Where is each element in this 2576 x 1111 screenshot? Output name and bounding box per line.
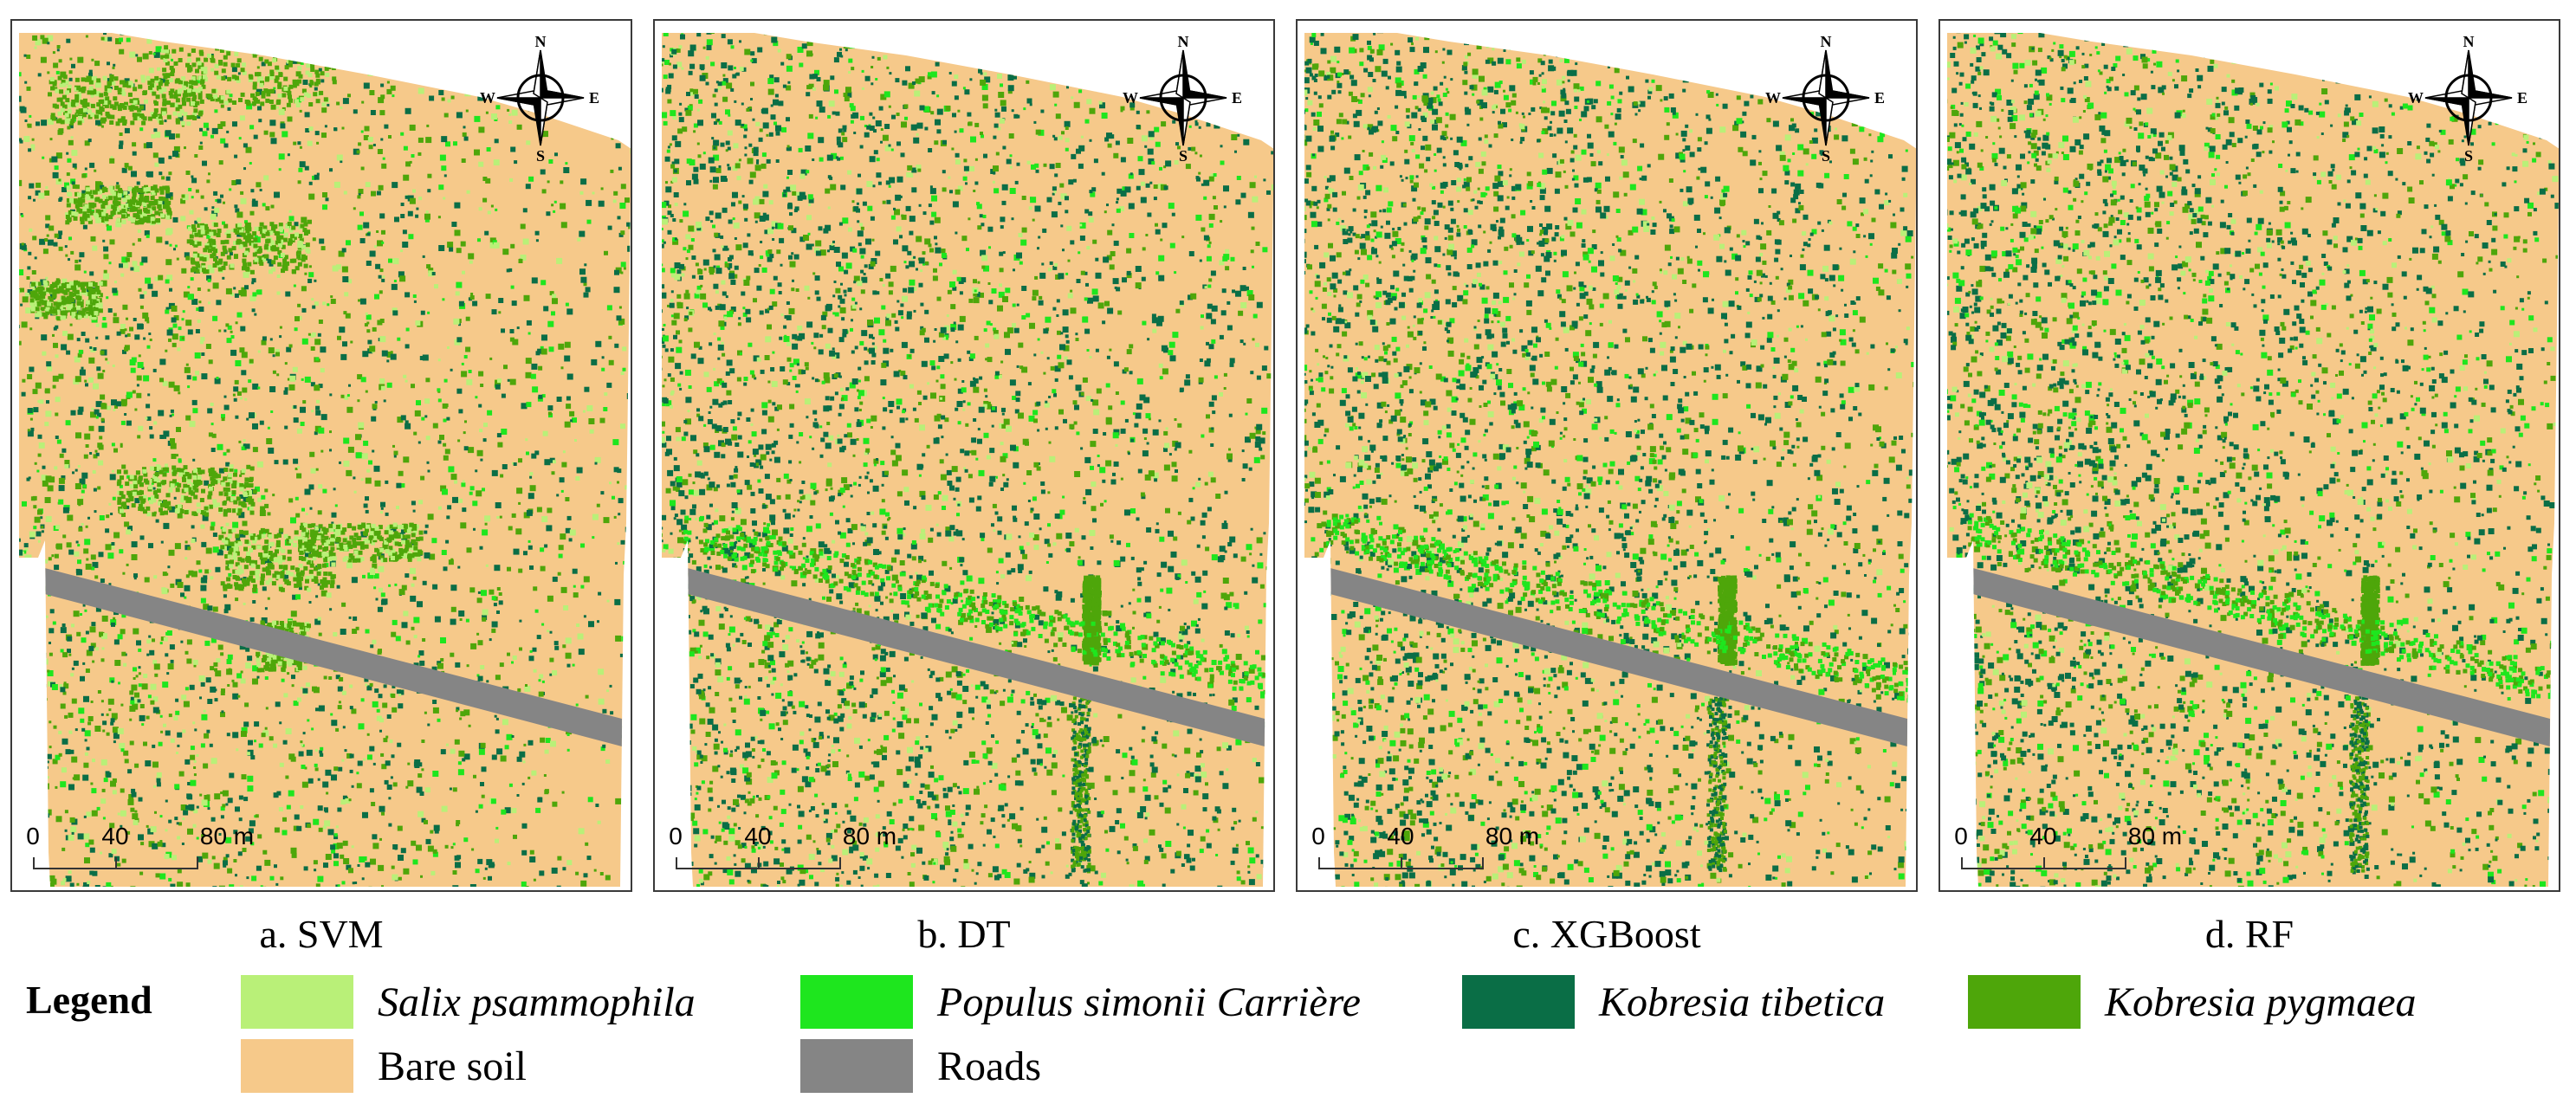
legend-label: Bare soil bbox=[378, 1043, 527, 1090]
north-arrow-icon: N S W E bbox=[1123, 33, 1242, 163]
compass-label-w: W bbox=[1765, 89, 1781, 107]
scale-label-80: 80 m bbox=[1485, 823, 1539, 850]
compass-label-n: N bbox=[535, 33, 547, 50]
compass-label-e: E bbox=[1874, 89, 1885, 107]
legend-swatch bbox=[1462, 975, 1575, 1029]
north-arrow-icon: N S W E bbox=[480, 33, 599, 163]
compass-label-w: W bbox=[480, 89, 495, 107]
scale-label-0: 0 bbox=[1954, 823, 1968, 850]
panel-caption-xgboost: c. XGBoost bbox=[1296, 911, 1918, 957]
scale-bar: 0 40 80 m bbox=[1306, 823, 1539, 883]
compass-label-s: S bbox=[2464, 147, 2473, 163]
scale-bar: 0 40 80 m bbox=[663, 823, 896, 883]
scale-label-40: 40 bbox=[101, 823, 128, 850]
legend-swatch bbox=[241, 975, 353, 1029]
compass-label-n: N bbox=[2463, 33, 2475, 50]
panel-caption-svm: a. SVM bbox=[10, 911, 632, 957]
compass-label-w: W bbox=[2408, 89, 2424, 107]
scale-label-0: 0 bbox=[26, 823, 40, 850]
scale-label-80: 80 m bbox=[843, 823, 896, 850]
classification-map-xgboost bbox=[1304, 33, 1916, 887]
scale-bar: 0 40 80 m bbox=[1949, 823, 2182, 883]
compass-label-e: E bbox=[2517, 89, 2527, 107]
legend-label: Kobresia tibetica bbox=[1599, 979, 1885, 1026]
scale-label-40: 40 bbox=[1387, 823, 1414, 850]
scale-label-40: 40 bbox=[744, 823, 771, 850]
north-arrow-icon: N S W E bbox=[2408, 33, 2527, 163]
panel-caption-rf: d. RF bbox=[1938, 911, 2560, 957]
compass-label-n: N bbox=[1178, 33, 1189, 50]
legend-swatch bbox=[1968, 975, 2081, 1029]
classification-map-dt bbox=[662, 33, 1273, 887]
map-panel-dt: N S W E 0 40 80 m bbox=[653, 19, 1275, 892]
legend-title: Legend bbox=[26, 977, 152, 1023]
scale-label-80: 80 m bbox=[200, 823, 254, 850]
compass-label-n: N bbox=[1821, 33, 1832, 50]
legend-label: Populus simonii Carrière bbox=[937, 979, 1361, 1026]
legend-swatch bbox=[800, 975, 913, 1029]
compass-label-w: W bbox=[1123, 89, 1138, 107]
legend-label: Kobresia pygmaea bbox=[2105, 979, 2417, 1026]
map-panel-rf: N S W E 0 40 80 m bbox=[1938, 19, 2560, 892]
compass-label-e: E bbox=[589, 89, 599, 107]
legend-label: Salix psammophila bbox=[378, 979, 696, 1026]
compass-label-s: S bbox=[1822, 147, 1830, 163]
classification-map-svm bbox=[19, 33, 631, 887]
scale-label-80: 80 m bbox=[2128, 823, 2182, 850]
compass-label-s: S bbox=[1179, 147, 1188, 163]
compass-label-s: S bbox=[536, 147, 545, 163]
legend-swatch bbox=[241, 1039, 353, 1093]
legend-label: Roads bbox=[937, 1043, 1041, 1090]
north-arrow-icon: N S W E bbox=[1765, 33, 1885, 163]
panel-caption-dt: b. DT bbox=[653, 911, 1275, 957]
compass-label-e: E bbox=[1232, 89, 1242, 107]
classification-map-rf bbox=[1947, 33, 2559, 887]
scale-label-0: 0 bbox=[669, 823, 683, 850]
scale-bar: 0 40 80 m bbox=[21, 823, 254, 883]
legend-swatch bbox=[800, 1039, 913, 1093]
map-panel-svm: N S W E 0 40 80 m bbox=[10, 19, 632, 892]
scale-label-40: 40 bbox=[2029, 823, 2056, 850]
map-panel-xgboost: N S W E 0 40 80 m bbox=[1296, 19, 1918, 892]
scale-label-0: 0 bbox=[1311, 823, 1325, 850]
